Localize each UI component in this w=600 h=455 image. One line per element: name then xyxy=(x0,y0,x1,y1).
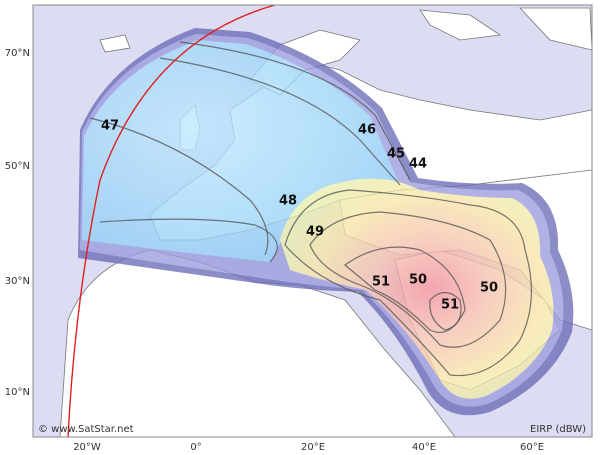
contour-label: 49 xyxy=(306,225,324,240)
contour xyxy=(99,218,278,263)
visibility-edge xyxy=(67,5,276,437)
latitude-label: 50°N xyxy=(5,161,30,172)
footprint xyxy=(78,28,574,416)
latitude-label: 10°N xyxy=(5,387,30,398)
contour-label: 47 xyxy=(101,119,119,134)
contour xyxy=(89,117,269,256)
credit: © www.SatStar.net xyxy=(38,424,134,435)
longitude-label: 60°E xyxy=(520,442,544,453)
legend-label: EIRP (dBW) xyxy=(530,424,586,435)
contour xyxy=(344,246,466,334)
arctic-islands xyxy=(419,7,592,51)
contour xyxy=(179,41,411,181)
contour xyxy=(284,189,532,377)
map-area xyxy=(33,5,592,437)
iceland xyxy=(99,34,131,53)
contour-label: 44 xyxy=(409,157,427,172)
longitude-label: 0° xyxy=(190,442,201,453)
contour-label: 48 xyxy=(279,194,297,209)
longitude-label: 20°E xyxy=(301,442,325,453)
longitude-label: 20°W xyxy=(73,442,101,453)
latitude-label: 30°N xyxy=(5,276,30,287)
contour-label: 51 xyxy=(441,298,459,313)
map-frame xyxy=(32,4,593,438)
contour xyxy=(429,291,462,331)
longitude-label: 40°E xyxy=(412,442,436,453)
contour-label: 50 xyxy=(409,273,427,288)
contour-label: 51 xyxy=(372,275,390,290)
contour xyxy=(309,211,507,348)
contour-label: 45 xyxy=(387,147,405,162)
contour xyxy=(159,57,401,186)
contour-label: 50 xyxy=(480,281,498,296)
latitude-label: 70°N xyxy=(5,48,30,59)
contour-label: 46 xyxy=(358,123,376,138)
